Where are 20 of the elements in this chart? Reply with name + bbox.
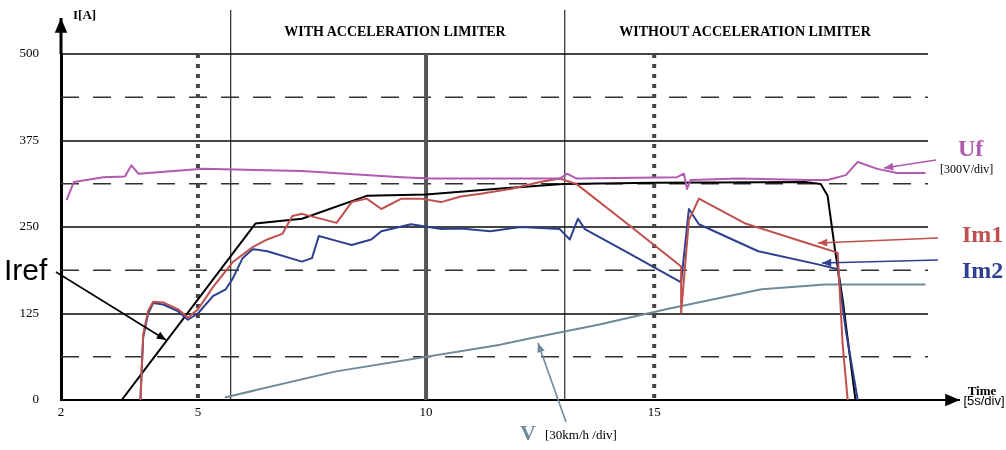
legend-label: Im1: [962, 221, 1004, 248]
text: WITHOUT ACCELERATION LIMITER: [619, 23, 872, 39]
legend-label: Uf: [958, 135, 985, 162]
x-tick-label: 5: [194, 404, 202, 420]
y-axis-title: I[A]: [73, 7, 97, 23]
text: [30km/h /div]: [545, 427, 617, 443]
y-tick-label: 500: [19, 45, 39, 61]
y-tick-label: 125: [19, 304, 39, 320]
x-axis-title: Time [5s/div]: [963, 383, 1005, 408]
text: WITH ACCELERATION LIMITER: [284, 23, 507, 39]
x-tick-label: 2: [57, 404, 65, 420]
x-tick-label: 15: [647, 404, 661, 420]
y-tick-label: 0: [32, 391, 39, 407]
legend-label: Im2: [962, 257, 1004, 284]
y-tick-label: 375: [19, 131, 39, 147]
y-tick-label: 250: [19, 218, 39, 234]
x-tick-label: 10: [419, 404, 433, 420]
text: [300V/div]: [940, 162, 994, 177]
text: Iref: [4, 253, 49, 287]
text: V: [520, 419, 536, 445]
